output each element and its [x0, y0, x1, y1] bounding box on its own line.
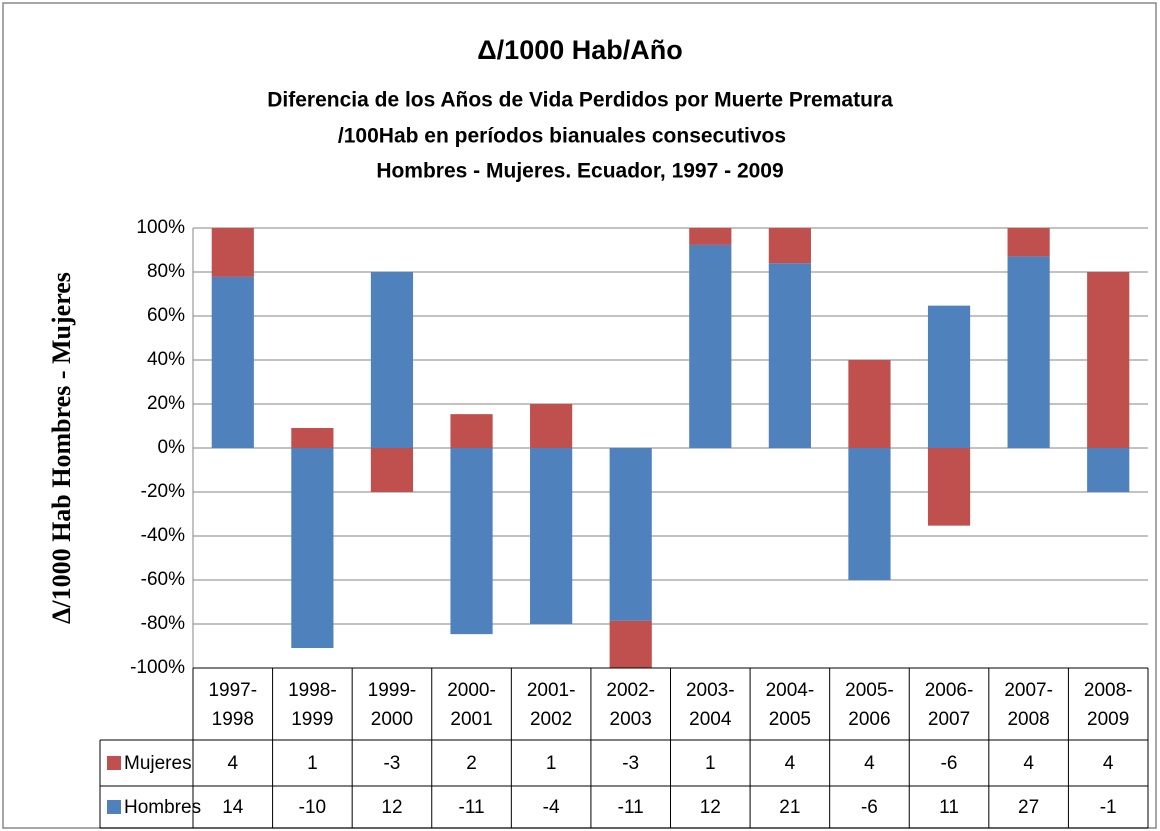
- table-value: -6: [860, 796, 878, 818]
- y-tick-label: 60%: [147, 305, 185, 326]
- bar: [530, 448, 573, 624]
- x-tick-label: 2007-2008: [1004, 680, 1053, 730]
- legend-swatch: [107, 756, 121, 770]
- table-value: 14: [222, 796, 244, 818]
- bar: [370, 272, 414, 448]
- x-tick-label: 2008-2009: [1083, 680, 1133, 730]
- table-value: 4: [227, 752, 239, 774]
- bar: [1087, 448, 1130, 492]
- table-value: 21: [779, 796, 801, 818]
- bar: [848, 360, 891, 448]
- table-value: 2: [466, 752, 477, 774]
- y-tick-label: -60%: [141, 569, 185, 590]
- y-tick-label: -80%: [141, 613, 185, 634]
- table-value: 4: [1102, 752, 1114, 774]
- bar: [370, 448, 414, 492]
- bar: [1087, 272, 1130, 448]
- chart-subtitle: /100Hab en períodos bianuales consecutiv…: [338, 125, 786, 148]
- table-value: -4: [542, 796, 560, 818]
- table-value: 1: [545, 752, 557, 774]
- table-value: 12: [381, 796, 403, 818]
- x-tick-label: 1998-1999: [288, 680, 337, 730]
- legend-label: Hombres: [124, 796, 202, 818]
- x-tick-label: 2005-2006: [845, 680, 894, 730]
- table-value: 1: [705, 752, 716, 774]
- x-tick-label: 2004-2005: [765, 680, 815, 730]
- chart-title: Δ/1000 Hab/Año: [477, 35, 682, 65]
- y-axis-label: Δ/1000 Hab Hombres - Mujeres: [47, 272, 76, 624]
- bar: [609, 620, 652, 668]
- bar: [1007, 256, 1050, 448]
- x-tick-label: 2000-2001: [447, 680, 496, 730]
- y-tick-label: 0%: [158, 437, 186, 458]
- table-value: 1: [307, 752, 318, 774]
- x-tick-label: 1999-2000: [367, 680, 417, 730]
- table-value: -10: [298, 796, 327, 818]
- legend-label: Mujeres: [124, 752, 192, 774]
- y-tick-label: 20%: [147, 393, 185, 414]
- chart-subtitle: Hombres - Mujeres. Ecuador, 1997 - 2009: [376, 160, 783, 183]
- table-value: -3: [383, 752, 401, 774]
- table-value: 27: [1018, 796, 1040, 818]
- table-value: -1: [1099, 796, 1117, 818]
- bar: [689, 244, 732, 448]
- table-value: 11: [939, 796, 959, 818]
- bar: [927, 305, 971, 448]
- y-tick-label: -100%: [130, 657, 185, 678]
- bar: [450, 448, 493, 635]
- bar: [291, 428, 334, 448]
- bar: [927, 448, 971, 526]
- bar: [530, 404, 573, 448]
- table-value: -3: [622, 752, 640, 774]
- legend-swatch: [107, 800, 121, 814]
- y-tick-label: 80%: [147, 261, 185, 282]
- y-tick-label: -40%: [141, 525, 185, 546]
- bar: [768, 228, 811, 264]
- x-tick-label: 1997-1998: [208, 680, 258, 730]
- bar: [291, 448, 334, 648]
- table-value: 4: [784, 752, 796, 774]
- y-tick-label: 40%: [147, 349, 185, 370]
- table-value: -11: [617, 796, 644, 818]
- x-tick-label: 2001-2002: [526, 680, 576, 730]
- y-tick-label: -20%: [141, 481, 185, 502]
- bar: [768, 263, 811, 448]
- bar: [450, 414, 493, 448]
- table-value: 4: [1023, 752, 1034, 774]
- chart-subtitle: Diferencia de los Años de Vida Perdidos …: [267, 89, 893, 112]
- bar: [1007, 228, 1050, 257]
- x-tick-label: 2003-2004: [685, 680, 735, 730]
- x-tick-label: 2006-2007: [924, 680, 974, 730]
- bar: [848, 448, 891, 580]
- bar: [689, 228, 732, 245]
- table-value: -6: [940, 752, 958, 774]
- bar: [211, 276, 254, 448]
- bar: [609, 448, 652, 621]
- x-tick-label: 2002-2003: [606, 680, 655, 730]
- table-value: 12: [699, 796, 721, 818]
- table-value: -11: [458, 796, 485, 818]
- bar: [211, 228, 254, 277]
- table-value: 4: [864, 752, 875, 774]
- y-tick-label: 100%: [136, 217, 185, 238]
